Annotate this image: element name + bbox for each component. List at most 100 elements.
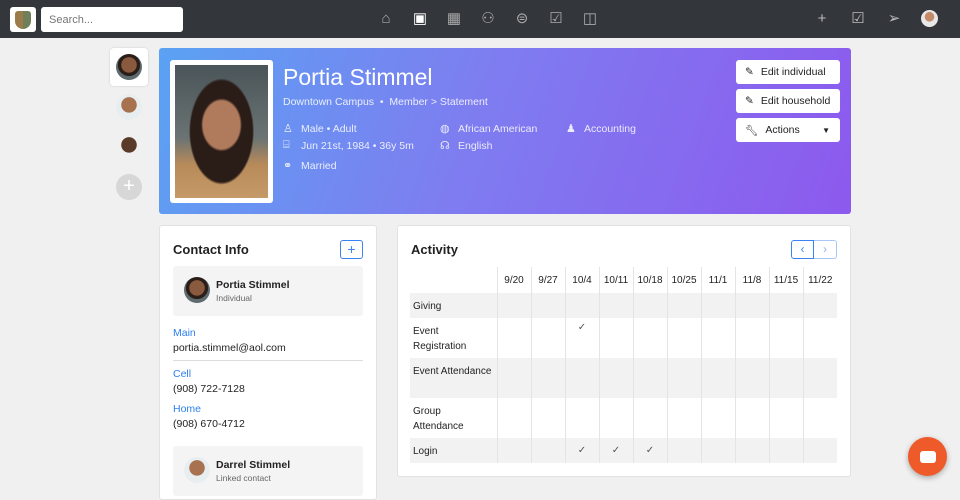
row-label: Event Attendance xyxy=(410,358,497,398)
pencil-icon: ✎ xyxy=(745,66,754,78)
table-row: Giving xyxy=(410,293,837,318)
activity-cell xyxy=(666,318,701,358)
activity-cell xyxy=(768,358,803,398)
activity-cell xyxy=(700,398,735,438)
activity-cell xyxy=(700,358,735,398)
household-member-portia[interactable] xyxy=(110,48,148,86)
date-header: 11/22 xyxy=(802,267,837,293)
activity-cell xyxy=(768,398,803,438)
date-header: 11/8 xyxy=(734,267,769,293)
activity-cell xyxy=(734,358,769,398)
activity-cell xyxy=(802,293,837,318)
check-icon: ✓ xyxy=(564,318,599,358)
activity-cell xyxy=(666,438,701,463)
activity-cell xyxy=(598,398,633,438)
activity-cell xyxy=(666,398,701,438)
person-name: Darrel Stimmel xyxy=(216,459,291,471)
divider xyxy=(173,360,363,361)
activity-cell xyxy=(734,398,769,438)
next-page-button[interactable]: › xyxy=(814,240,837,259)
chat-launcher-button[interactable] xyxy=(908,437,947,476)
avatar xyxy=(116,54,142,80)
actions-dropdown[interactable]: 🔧︎ Actions ▼ xyxy=(736,118,840,142)
avatar xyxy=(184,457,210,483)
home-icon[interactable]: ⌂ xyxy=(381,10,391,27)
activity-cell xyxy=(700,318,735,358)
person-icon: ♙ xyxy=(283,123,293,135)
caret-down-icon: ▼ xyxy=(822,125,830,135)
activity-cell xyxy=(564,293,599,318)
activity-cell xyxy=(666,293,701,318)
activity-cell xyxy=(496,438,531,463)
button-label: Edit household xyxy=(760,95,831,107)
activity-cell xyxy=(632,318,667,358)
send-icon[interactable]: ➢ xyxy=(887,10,901,27)
clipboard-check-icon[interactable]: ☑ xyxy=(549,10,563,27)
activity-cell xyxy=(700,438,735,463)
plus-icon[interactable]: + xyxy=(817,9,827,27)
table-row: Login ✓ ✓ ✓ xyxy=(410,438,837,463)
activity-cell xyxy=(734,438,769,463)
row-label: Group Attendance xyxy=(413,406,464,432)
worker-icon: ♟ xyxy=(566,123,576,135)
member-status: Member > Statement xyxy=(389,96,488,108)
date-header: 11/15 xyxy=(768,267,803,293)
add-contact-button[interactable]: + xyxy=(340,240,363,259)
user-avatar[interactable] xyxy=(921,9,938,27)
activity-cell xyxy=(700,293,735,318)
activity-cell xyxy=(530,293,565,318)
calendar-icon[interactable]: ▦ xyxy=(446,10,462,27)
activity-cell xyxy=(802,318,837,358)
email-value[interactable]: portia.stimmel@aol.com xyxy=(173,342,286,354)
date-header: 10/11 xyxy=(598,267,633,293)
activity-cell xyxy=(598,293,633,318)
app-logo[interactable] xyxy=(10,7,36,32)
rings-icon: ⚭ xyxy=(283,160,293,172)
check-icon: ✓ xyxy=(564,438,599,463)
activity-cell xyxy=(734,293,769,318)
contact-label-home: Home xyxy=(173,403,202,415)
table-row: Event Registration ✓ xyxy=(410,318,837,358)
contact-book-icon[interactable]: ▣ xyxy=(412,10,428,27)
pencil-icon: ✎ xyxy=(745,95,754,107)
activity-cell xyxy=(802,398,837,438)
check-icon: ✓ xyxy=(632,438,667,463)
globe-icon: ◍ xyxy=(440,123,450,135)
household-member-3[interactable] xyxy=(110,128,148,166)
profile-header: Portia Stimmel Downtown Campus • Member … xyxy=(159,48,851,214)
avatar xyxy=(184,277,210,303)
table-row: Event Attendance xyxy=(410,358,837,398)
marital-status: ⚭ Married xyxy=(283,159,337,173)
activity-cell xyxy=(530,438,565,463)
activity-cell xyxy=(632,398,667,438)
edit-household-button[interactable]: ✎ Edit household xyxy=(736,89,840,113)
groups-icon[interactable]: ⚇ xyxy=(481,10,495,27)
activity-cell xyxy=(768,293,803,318)
add-household-member-button[interactable]: + xyxy=(110,168,148,206)
linked-contact-card[interactable]: Darrel Stimmel Linked contact xyxy=(173,446,363,496)
search-input[interactable] xyxy=(41,7,183,32)
household-member-2[interactable] xyxy=(110,88,148,126)
activity-cell xyxy=(530,358,565,398)
card-title: Contact Info xyxy=(173,242,249,257)
ethnicity: ◍ African American xyxy=(440,122,537,136)
devices-icon[interactable]: ◫ xyxy=(582,10,598,27)
activity-cell xyxy=(496,293,531,318)
language: ☊ English xyxy=(440,139,493,153)
contact-info-card: Contact Info + Portia Stimmel Individual … xyxy=(159,225,377,500)
button-label: Actions xyxy=(765,124,800,136)
language-text: English xyxy=(458,139,493,152)
cell-phone-value[interactable]: (908) 722-7128 xyxy=(173,383,245,395)
activity-cell xyxy=(666,358,701,398)
edit-individual-button[interactable]: ✎ Edit individual xyxy=(736,60,840,84)
home-phone-value[interactable]: (908) 670-4712 xyxy=(173,418,245,430)
giving-icon[interactable]: ⊜ xyxy=(515,10,529,27)
date-header: 10/18 xyxy=(632,267,667,293)
prev-page-button[interactable]: ‹ xyxy=(791,240,814,259)
gender-age-text: Male • Adult xyxy=(301,122,357,135)
activity-cell xyxy=(734,318,769,358)
activity-cell xyxy=(530,398,565,438)
activity-cell xyxy=(564,398,599,438)
person-card[interactable]: Portia Stimmel Individual xyxy=(173,266,363,316)
checkbox-icon[interactable]: ☑ xyxy=(851,10,865,27)
